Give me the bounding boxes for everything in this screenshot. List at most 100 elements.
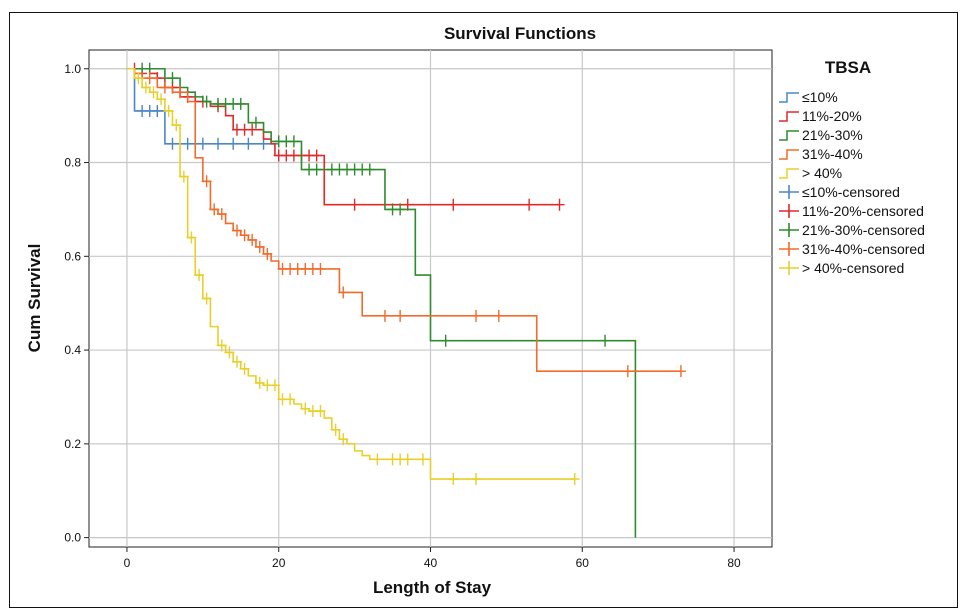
censored-mark <box>175 86 186 99</box>
censored-mark <box>152 104 163 117</box>
censored-mark <box>216 208 227 221</box>
x-tick-label: 80 <box>727 556 741 570</box>
legend-swatch-cross <box>779 261 799 275</box>
censored-mark <box>194 269 205 282</box>
censored-mark <box>186 231 197 244</box>
censored-mark <box>171 119 182 132</box>
x-tick-label: 40 <box>424 556 438 570</box>
censored-mark <box>311 163 322 176</box>
censored-mark <box>524 198 535 211</box>
censored-mark <box>250 116 261 129</box>
censored-mark <box>213 137 224 150</box>
censored-mark <box>440 334 451 347</box>
censored-mark <box>201 175 212 188</box>
censored-mark <box>239 229 250 242</box>
y-tick-label: 0.6 <box>64 249 81 263</box>
censored-mark <box>417 453 428 466</box>
censored-mark <box>239 362 250 375</box>
legend-item: ≤10% <box>779 89 838 105</box>
legend-item: 31%-40% <box>779 146 863 162</box>
legend-swatch-line <box>779 111 799 122</box>
legend-title: TBSA <box>825 58 871 77</box>
censored-mark <box>243 137 254 150</box>
censored-mark <box>311 149 322 162</box>
x-tick-label: 0 <box>124 556 131 570</box>
legend-swatch-line <box>779 149 799 160</box>
censored-mark <box>349 198 360 211</box>
y-tick-label: 1.0 <box>64 62 81 76</box>
legend-label: 11%-20%-censored <box>802 203 924 219</box>
y-tick-label: 0.8 <box>64 156 81 170</box>
legend-item: ≤10%-censored <box>779 184 900 200</box>
legend-item: 11%-20% <box>779 108 862 124</box>
censored-mark <box>231 355 242 368</box>
censored-mark <box>133 72 144 85</box>
series-group <box>126 67 580 486</box>
censored-mark <box>448 473 459 486</box>
legend-item: 21%-30%-censored <box>779 222 925 238</box>
censored-mark <box>600 334 611 347</box>
censored-mark <box>209 203 220 216</box>
censored-mark <box>140 81 151 94</box>
censored-mark <box>231 224 242 237</box>
censored-mark <box>201 292 212 305</box>
legend-swatch-cross <box>779 242 799 256</box>
censored-mark <box>167 72 178 85</box>
censored-mark <box>395 309 406 322</box>
censored-mark <box>247 123 258 136</box>
chart-title: Survival Functions <box>444 24 596 43</box>
censored-mark <box>622 365 633 378</box>
survival-step-line <box>126 67 560 206</box>
censored-mark <box>285 393 296 406</box>
axes: 0 20 40 60 80 0.0 0.2 0.4 0.6 0.8 1.0 <box>64 62 741 570</box>
legend-swatch-line <box>779 92 799 103</box>
legend-swatch-cross <box>779 223 799 237</box>
legend-item: 21%-30% <box>779 127 863 143</box>
y-tick-label: 0.4 <box>64 343 81 357</box>
legend-label: ≤10%-censored <box>802 184 900 200</box>
censored-mark <box>471 473 482 486</box>
censored-mark <box>224 346 235 359</box>
x-tick-label: 20 <box>272 556 286 570</box>
legend-swatch-cross <box>779 185 799 199</box>
censored-mark <box>471 309 482 322</box>
series-layer <box>126 62 686 538</box>
survival-step-line <box>126 67 637 538</box>
censored-mark <box>554 198 565 211</box>
censored-mark <box>364 163 375 176</box>
legend: TBSA ≤10% 11%-20% 21%-30% 31%-40% > 40% ≤10%-… <box>779 58 925 276</box>
censored-mark <box>395 203 406 216</box>
y-axis-title: Cum Survival <box>25 244 44 353</box>
series-group <box>126 62 565 211</box>
censored-mark <box>235 97 246 110</box>
censored-mark <box>182 137 193 150</box>
censored-mark <box>315 262 326 275</box>
legend-item: > 40% <box>779 165 842 181</box>
censored-mark <box>402 453 413 466</box>
chart-frame <box>9 12 958 608</box>
censored-mark <box>163 104 174 117</box>
censored-mark <box>156 93 167 106</box>
legend-item: 11%-20%-censored <box>779 203 924 219</box>
censored-mark <box>315 405 326 418</box>
censored-mark <box>379 309 390 322</box>
series-group <box>126 62 637 538</box>
censored-mark <box>197 137 208 150</box>
legend-swatch-cross <box>779 204 799 218</box>
censored-mark <box>262 247 273 260</box>
legend-label: 31%-40% <box>802 146 863 162</box>
censored-mark <box>228 137 239 150</box>
x-tick-label: 60 <box>576 556 590 570</box>
x-axis-title: Length of Stay <box>373 578 492 597</box>
censored-mark <box>269 379 280 392</box>
legend-label: > 40%-censored <box>802 260 904 276</box>
legend-label: > 40% <box>802 165 842 181</box>
legend-label: 21%-30% <box>802 127 863 143</box>
censored-mark <box>300 402 311 415</box>
censored-mark <box>338 433 349 446</box>
series-group <box>126 67 686 378</box>
censored-mark <box>178 170 189 183</box>
censored-mark <box>148 86 159 99</box>
legend-label: ≤10% <box>802 89 838 105</box>
